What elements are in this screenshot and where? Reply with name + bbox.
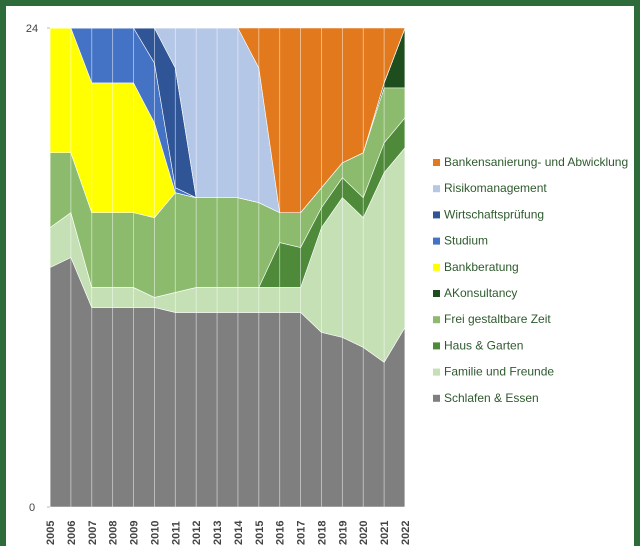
x-tick-label: 2005 bbox=[45, 521, 57, 545]
x-tick-label: 2015 bbox=[254, 521, 266, 545]
y-tick-label: 0 bbox=[29, 502, 35, 514]
legend-swatch bbox=[433, 159, 440, 166]
legend-swatch bbox=[433, 342, 440, 350]
y-tick-label: 24 bbox=[26, 23, 38, 35]
x-tick-label: 2013 bbox=[212, 521, 224, 545]
x-tick-label: 2022 bbox=[400, 521, 412, 545]
legend-label: Haus & Garten bbox=[444, 338, 523, 352]
legend-swatch bbox=[433, 368, 440, 376]
legend-swatch bbox=[433, 290, 440, 297]
legend-swatch bbox=[433, 237, 440, 245]
x-tick-label: 2020 bbox=[358, 521, 370, 545]
x-tick-label: 2008 bbox=[108, 521, 120, 545]
legend-swatch bbox=[433, 185, 440, 193]
x-tick-label: 2011 bbox=[170, 521, 182, 545]
legend-label: Bankensanierung- und Abwicklung bbox=[444, 155, 628, 169]
x-tick-label: 2016 bbox=[275, 521, 287, 545]
legend-label: Risikomanagement bbox=[444, 181, 547, 195]
legend-label: Frei gestaltbare Zeit bbox=[444, 312, 551, 326]
x-tick-label: 2007 bbox=[87, 521, 99, 545]
legend-swatch bbox=[433, 211, 440, 219]
legend-swatch bbox=[433, 394, 440, 402]
x-tick-label: 2018 bbox=[316, 521, 328, 545]
legend-label: Studium bbox=[444, 234, 488, 248]
x-tick-label: 2009 bbox=[129, 521, 141, 545]
legend-label: AKonsultancy bbox=[444, 286, 517, 300]
x-tick-label: 2006 bbox=[66, 521, 78, 545]
legend-swatch bbox=[433, 316, 440, 324]
legend-label: Familie und Freunde bbox=[444, 365, 554, 379]
legend-label: Schlafen & Essen bbox=[444, 391, 539, 405]
x-tick-label: 2019 bbox=[337, 521, 349, 545]
legend-swatch bbox=[433, 263, 440, 271]
x-tick-label: 2014 bbox=[233, 520, 245, 545]
x-tick-label: 2010 bbox=[149, 521, 161, 545]
x-tick-label: 2017 bbox=[296, 521, 308, 545]
legend-label: Wirtschaftsprüfung bbox=[444, 207, 544, 221]
chart: 2005 2006 2007 2008 2009 2010 2011 2012 2013 2014… bbox=[26, 23, 628, 545]
x-tick-label: 2012 bbox=[191, 521, 203, 545]
x-tick-label: 2021 bbox=[379, 521, 391, 545]
legend-label: Bankberatung bbox=[444, 260, 519, 274]
